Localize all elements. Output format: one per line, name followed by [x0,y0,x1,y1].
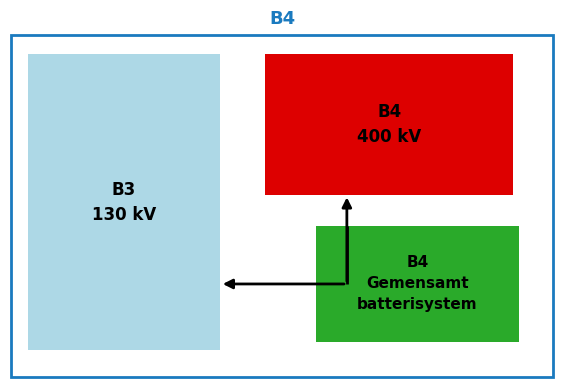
Text: B4
Gemensamt
batterisystem: B4 Gemensamt batterisystem [357,256,478,312]
Bar [265,54,513,194]
Bar [11,35,553,377]
Bar [316,226,519,342]
Text: B3
130 kV: B3 130 kV [92,181,156,224]
Text: B4
400 kV: B4 400 kV [357,103,421,146]
Bar [28,54,220,350]
Text: B4: B4 [269,11,295,28]
